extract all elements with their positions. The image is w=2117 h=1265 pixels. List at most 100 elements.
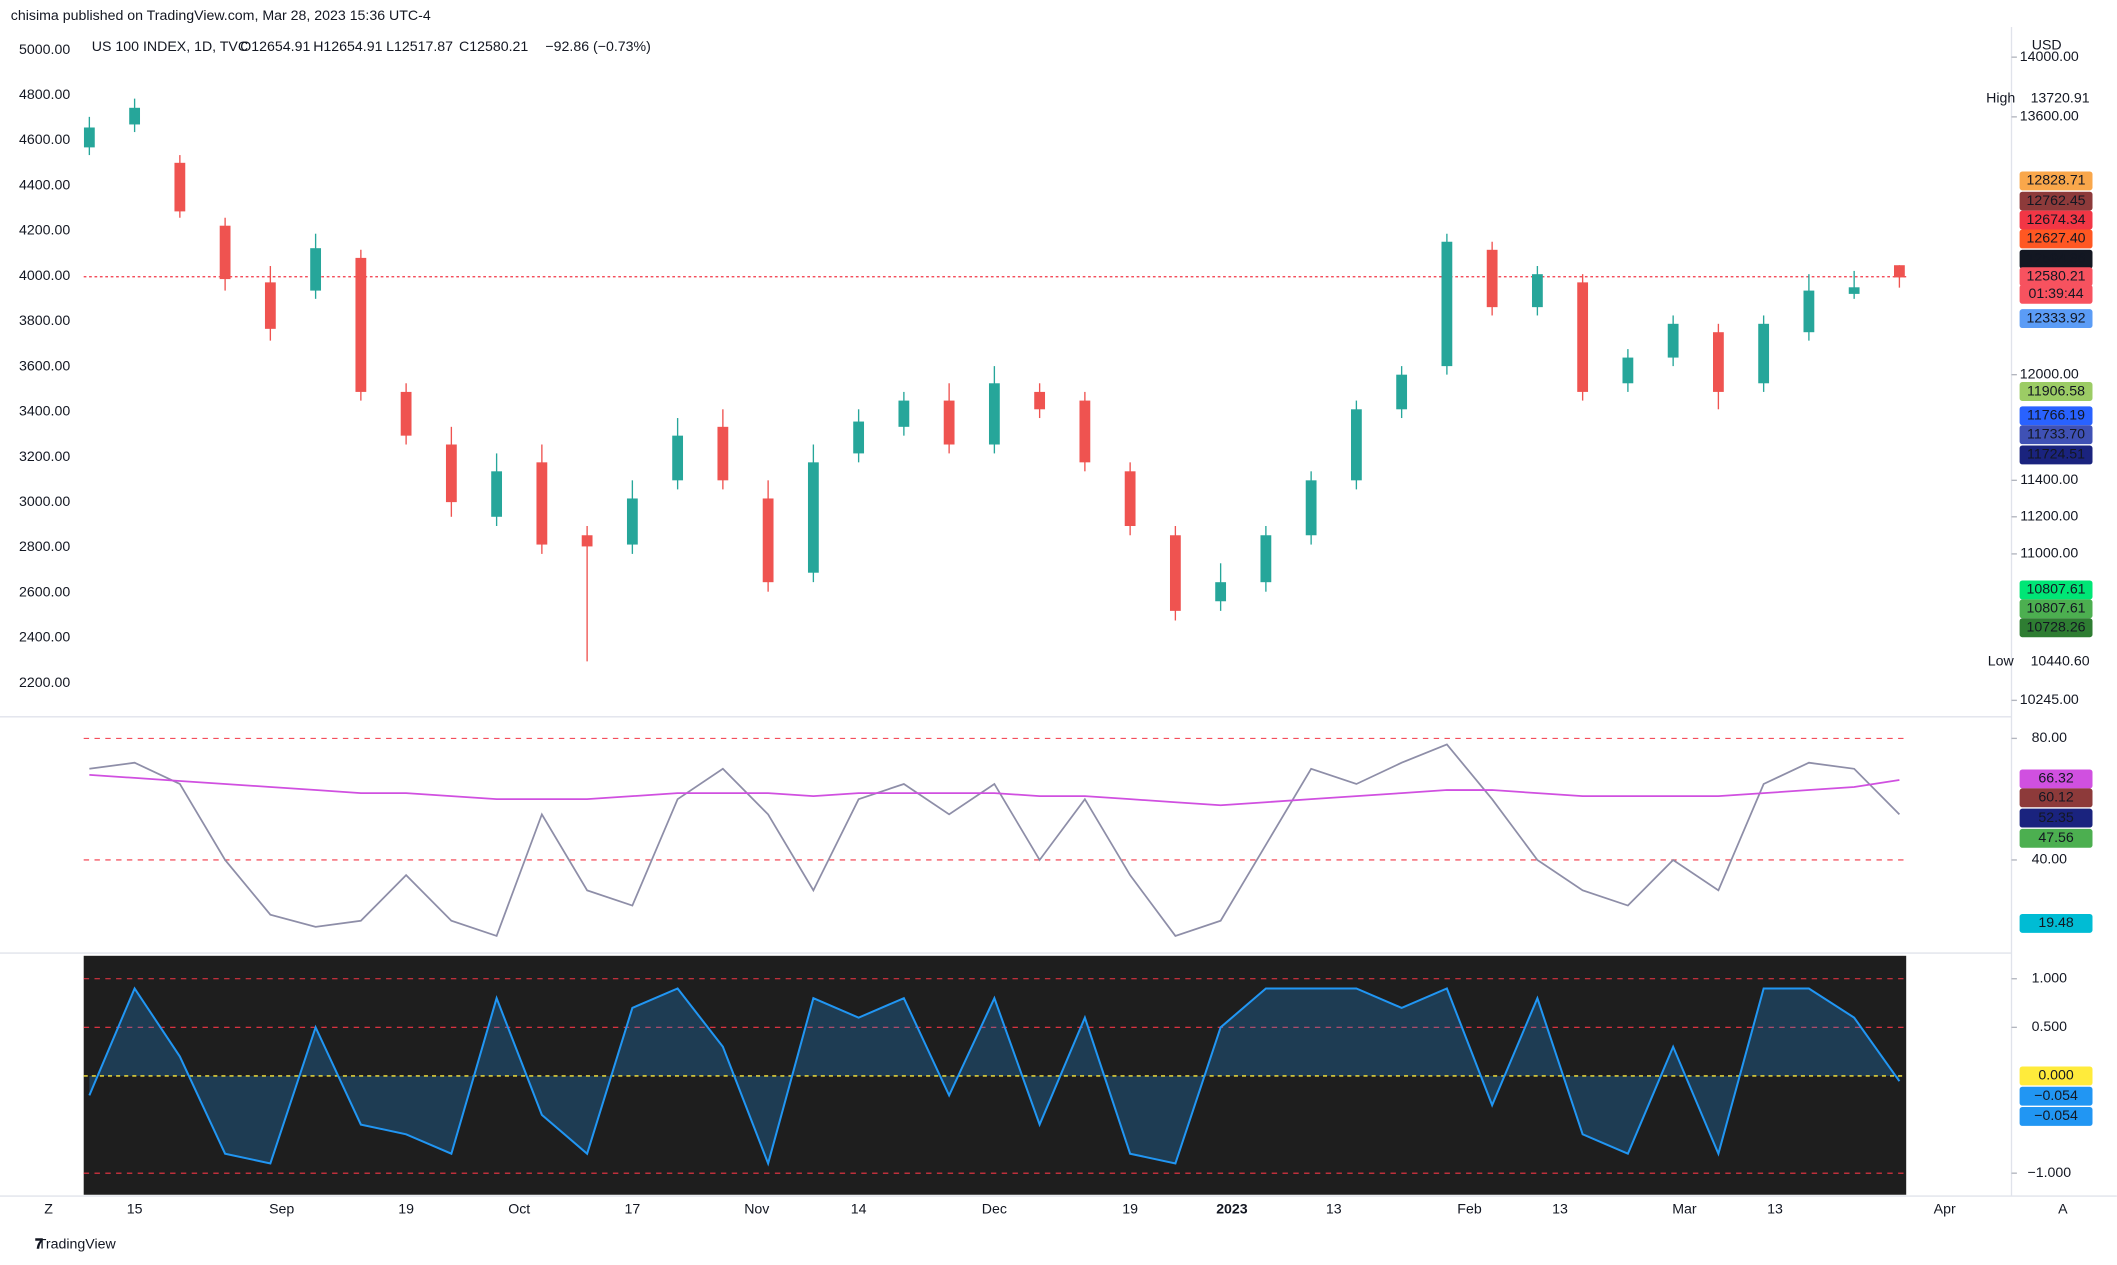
oscillator-line: [88, 986, 1901, 1167]
price-tag-label: 11724.51: [2027, 447, 2085, 463]
candle-body: [400, 391, 412, 436]
price-tag: [2019, 618, 2093, 638]
price-tag: [2019, 171, 2093, 191]
candle-body: [1486, 249, 1498, 308]
ohlc-value: −92.86 (−0.73%): [545, 39, 650, 55]
y-tick-label: 80.00: [2032, 730, 2068, 746]
price-tag: [2019, 249, 2093, 269]
y-tick-label: 11400.00: [2020, 472, 2078, 488]
price-tag: [2019, 580, 2093, 600]
price-tag-label: 12333.92: [2027, 310, 2086, 326]
scale-button[interactable]: Z: [44, 1201, 53, 1217]
price-tag-label: 11766.19: [2027, 408, 2085, 424]
price-tag: [2019, 425, 2093, 445]
price-tag: [2019, 1086, 2093, 1106]
price-tag-label: 12580.21: [2027, 269, 2086, 285]
left-tick-label: 3800.00: [19, 313, 70, 329]
candle-body: [1848, 287, 1860, 294]
price-tag: [2019, 828, 2093, 848]
left-tick-label: 3000.00: [19, 494, 70, 510]
candle-body: [1215, 582, 1227, 602]
price-tag-label: −0.054: [2034, 1088, 2078, 1104]
x-tick-label: 19: [1122, 1201, 1138, 1217]
candle-body: [717, 426, 729, 481]
price-tag: [2019, 229, 2093, 249]
candle-body: [1034, 391, 1046, 410]
left-tick-label: 4000.00: [19, 268, 70, 284]
price-tag: [2019, 769, 2093, 789]
price-tag-label: 66.32: [2038, 771, 2074, 787]
price-tag-label: −0.054: [2034, 1108, 2078, 1124]
candle-body: [1350, 409, 1362, 481]
x-tick-label: Sep: [269, 1201, 294, 1217]
price-tag: [2019, 808, 2093, 828]
low-label: Low: [1988, 653, 2015, 669]
candle-body: [174, 162, 186, 212]
price-tag-label: 52.35: [2038, 810, 2074, 826]
candle-body: [1712, 332, 1724, 392]
price-tag: [2019, 284, 2093, 304]
footer: TradingView: [38, 1236, 117, 1252]
auto-button[interactable]: A: [2058, 1201, 2068, 1217]
y-tick-label: 13600.00: [2020, 109, 2079, 125]
y-tick-label: 40.00: [2032, 852, 2068, 868]
price-tag-label: 12828.71: [2027, 173, 2086, 189]
candle-body: [129, 107, 141, 125]
candle-body: [898, 400, 910, 427]
price-tag: [2019, 445, 2093, 465]
candle-body: [1758, 323, 1770, 384]
ohlc-value: H12654.91: [313, 39, 382, 55]
x-tick-label: 17: [624, 1201, 640, 1217]
candle-body: [1577, 282, 1589, 392]
candle-body: [807, 462, 819, 573]
candle-body: [988, 383, 1000, 445]
y-tick-label: 0.500: [2032, 1019, 2068, 1035]
left-tick-label: 4400.00: [19, 177, 70, 193]
symbol-title: US 100 INDEX, 1D, TVC: [92, 39, 248, 55]
x-tick-label: 19: [398, 1201, 414, 1217]
price-tag-label: 0.000: [2038, 1068, 2074, 1084]
oscillator-background: [83, 955, 1907, 1195]
x-tick-label: Oct: [508, 1201, 530, 1217]
publisher: chisima published on TradingView.com, Ma…: [11, 8, 431, 24]
price-tag-label: 10807.61: [2027, 601, 2086, 617]
price-tag: [2019, 382, 2093, 401]
candle-body: [762, 498, 774, 583]
price-tag-label: 60.12: [2038, 790, 2074, 806]
y-tick-label: 11000.00: [2020, 546, 2078, 562]
x-tick-label: 2023: [1216, 1201, 1248, 1217]
y-tick-label: 14000.00: [2020, 49, 2079, 65]
price-tag-label: 47.56: [2038, 830, 2074, 846]
y-tick-label: 11200.00: [2020, 509, 2078, 525]
candle-body: [1169, 535, 1181, 611]
left-tick-label: 4800.00: [19, 87, 70, 103]
candle-body: [581, 535, 593, 547]
left-tick-label: 3600.00: [19, 358, 70, 374]
candle-body: [1803, 290, 1815, 333]
indicator-line: [89, 743, 1901, 938]
price-tag-label: 12627.40: [2027, 231, 2086, 247]
left-tick-label: 3200.00: [19, 449, 70, 465]
candle-body: [1622, 357, 1634, 384]
high-label: High: [1986, 90, 2015, 106]
x-tick-label: 13: [1326, 1201, 1342, 1217]
x-tick-label: Feb: [1457, 1201, 1482, 1217]
candle-body: [672, 435, 684, 481]
x-tick-label: Nov: [744, 1201, 770, 1217]
low-value: 10440.60: [2031, 653, 2090, 669]
candle-body: [1260, 535, 1272, 583]
x-tick-label: 14: [851, 1201, 867, 1217]
ohlc-value: O12654.91: [240, 39, 310, 55]
candle-body: [310, 248, 322, 291]
price-tag: [2019, 1107, 2093, 1126]
candle-body: [536, 462, 548, 545]
candle-body: [1893, 265, 1905, 278]
left-tick-label: 2600.00: [19, 584, 70, 600]
candle-body: [264, 282, 276, 329]
left-tick-label: 5000.00: [19, 42, 70, 58]
candle-body: [445, 444, 457, 503]
price-tag: [2019, 406, 2093, 426]
price-tag-label: 10807.61: [2027, 582, 2086, 598]
price-tag: [2019, 191, 2093, 211]
